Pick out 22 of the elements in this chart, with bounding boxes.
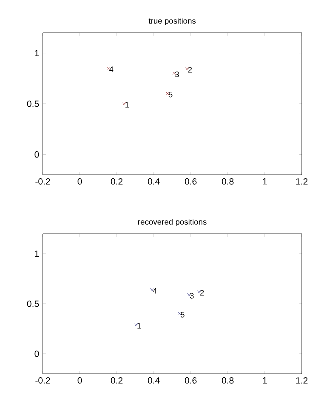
y-tick-label: 0 (34, 152, 40, 158)
x-tick-label: 0.4 (148, 378, 160, 384)
y-tick-label: 1 (35, 250, 40, 258)
x-tick-label: 0.8 (222, 378, 234, 384)
x-tick-label: 0.8 (222, 178, 234, 185)
x-tick-label: -0.2 (36, 178, 50, 185)
x-tick-label: 0.6 (185, 178, 197, 185)
x-tick-label: 0 (78, 178, 82, 185)
y-tick-label: 1 (35, 50, 40, 56)
x-tick-label: 0.2 (111, 378, 123, 384)
x-tick-label: 0.2 (111, 178, 123, 185)
x-tick-label: -0.2 (36, 378, 50, 384)
x-tick-label: 1 (263, 378, 268, 384)
x-tick-label: 0.4 (148, 178, 160, 185)
y-tick-label: 0 (34, 350, 40, 358)
x-tick-label: 1 (263, 178, 268, 185)
y-tick-label: 0.5 (27, 100, 40, 108)
x-tick-label: 1.2 (296, 178, 308, 185)
y-tick-label: 0.5 (27, 300, 40, 308)
x-tick-label: 0 (78, 378, 82, 384)
x-tick-label: 0.6 (185, 378, 197, 384)
x-tick-label: 1.2 (296, 378, 308, 384)
